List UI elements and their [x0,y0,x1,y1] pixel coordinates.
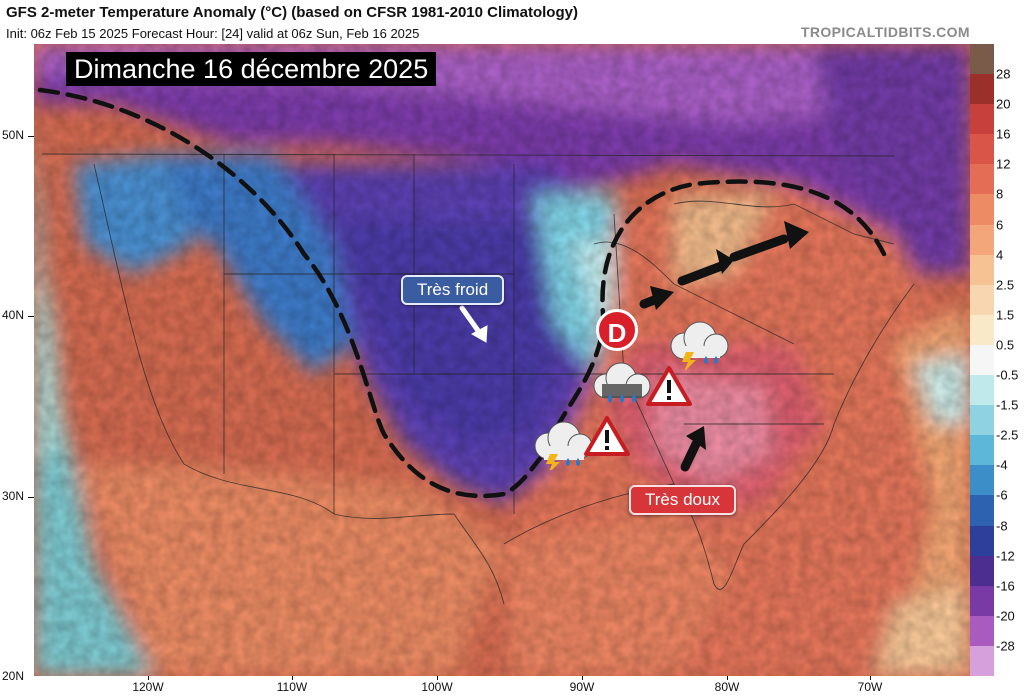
colorbar-swatch [970,344,994,376]
lon-tick [437,676,438,680]
lon-tick [292,676,293,680]
colorbar-label: 6 [996,217,1004,233]
colorbar-swatch [970,254,994,286]
colorbar-label: -6 [996,487,1008,503]
site-watermark: TROPICALTIDBITS.COM [800,24,970,40]
colorbar-label: 20 [996,96,1011,112]
date-banner: Dimanche 16 décembre 2025 [66,52,437,86]
colorbar-swatch [970,645,994,677]
colorbar-swatch [970,375,994,406]
anomaly-map [34,44,970,676]
warm-label: Très doux [629,485,736,515]
colorbar-swatch [970,74,994,105]
colorbar-label: -28 [996,638,1015,654]
lon-label-70w: 70W [857,680,883,694]
lat-label-50n: 50N [2,128,25,142]
map-canvas [34,44,970,676]
lat-tick [28,497,34,498]
lon-label-120w: 120W [132,680,164,694]
colorbar-swatch [970,585,994,617]
colorbar-label: -0.5 [996,367,1019,383]
colorbar-swatch [970,465,994,496]
storm-cloud-icon [670,321,729,370]
lon-label-110w: 110W [276,680,308,694]
lon-tick [727,676,728,680]
colorbar-swatch [970,194,994,226]
cold-label: Très froid [401,275,505,305]
lon-label-100w: 100W [421,680,453,694]
chart-title: GFS 2-meter Temperature Anomaly (°C) (ba… [6,4,578,21]
colorbar-label: 8 [996,186,1004,202]
colorbar-label: 12 [996,156,1011,172]
colorbar-swatch [970,435,994,466]
low-pressure-icon: D [596,309,638,351]
colorbar-swatch [970,555,994,587]
lon-tick [148,676,149,680]
lat-label-40n: 40N [2,308,25,322]
colorbar-label: 1.5 [996,307,1015,323]
lat-tick [28,316,34,317]
chart-subtitle: Init: 06z Feb 15 2025 Forecast Hour: [24… [6,26,420,41]
lon-tick [582,676,583,680]
colorbar-swatch [970,615,994,647]
colorbar-swatch [970,104,994,135]
lon-label-80w: 80W [714,680,740,694]
colorbar [970,44,994,677]
colorbar-label: -1.5 [996,397,1019,413]
warning-icon [584,416,630,456]
colorbar-swatch [970,525,994,557]
lat-label-30n: 30N [2,489,25,503]
colorbar-swatch [970,284,994,316]
colorbar-swatch [970,224,994,256]
storm-cloud-icon [534,421,593,470]
colorbar-label: 16 [996,126,1011,142]
colorbar-swatch [970,44,994,75]
lat-tick [28,136,34,137]
lon-tick [870,676,871,680]
lon-label-90w: 90W [569,680,595,694]
colorbar-label: 0.5 [996,337,1015,353]
colorbar-label: 2.5 [996,277,1015,293]
colorbar-label: -4 [996,457,1008,473]
colorbar-swatch [970,134,994,165]
colorbar-label: 28 [996,66,1011,82]
lat-label-20n: 20N [2,669,25,683]
rain-cloud-icon [593,362,651,403]
warning-icon [646,366,692,406]
colorbar-label: 4 [996,247,1004,263]
colorbar-swatch [970,495,994,527]
colorbar-label: -2.5 [996,427,1019,443]
colorbar-swatch [970,164,994,195]
colorbar-label: -8 [996,518,1008,534]
colorbar-swatch [970,405,994,436]
colorbar-label: -16 [996,578,1015,594]
colorbar-label: -20 [996,608,1015,624]
colorbar-swatch [970,314,994,346]
colorbar-label: -12 [996,548,1015,564]
